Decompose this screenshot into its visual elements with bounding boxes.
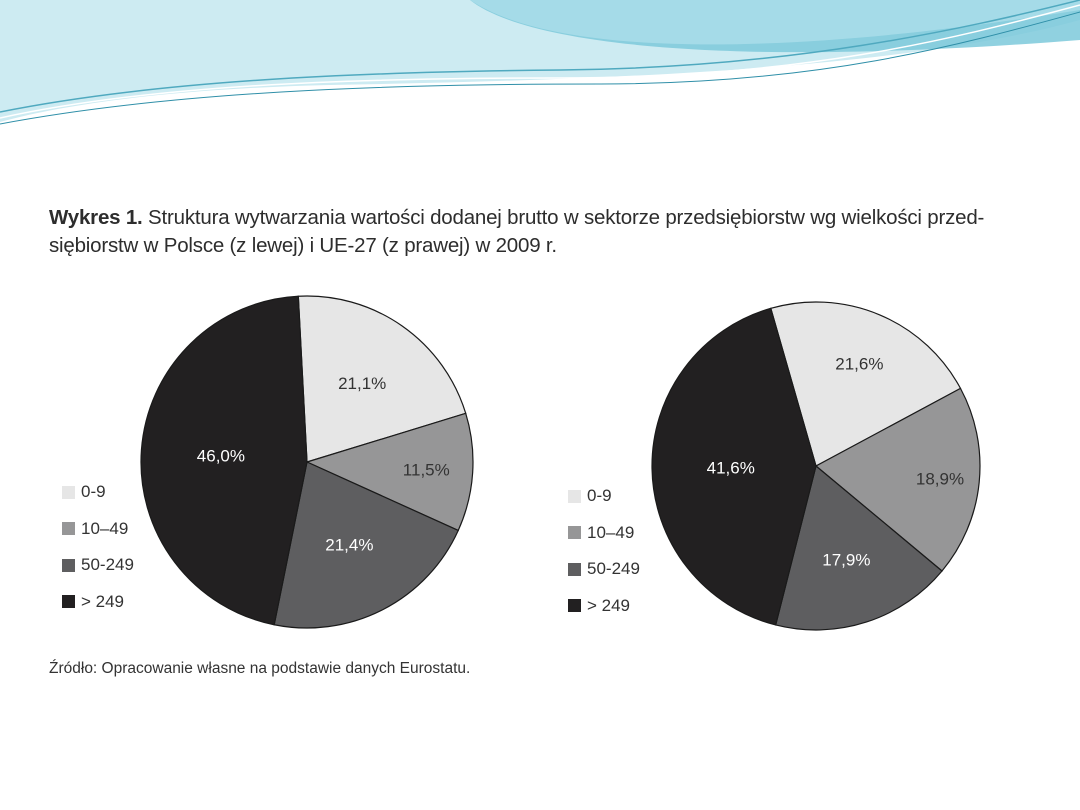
legend-item: 0-9	[568, 478, 640, 515]
pie-poland: 21,1% 11,5% 21,4% 46,0%	[140, 295, 474, 629]
pie-slice-10-49	[814, 387, 981, 572]
pie-slice-10-49	[305, 412, 474, 532]
legend-swatch	[62, 522, 75, 536]
slide-header-wave-decoration	[0, 0, 1080, 125]
pie-slice-50-249	[774, 464, 943, 631]
legend-label: 0-9	[587, 486, 612, 506]
pie-slice-249	[140, 295, 308, 626]
pie-slice-0-9	[770, 301, 962, 467]
legend-label: 0-9	[81, 482, 106, 502]
legend-label: 50-249	[81, 555, 134, 575]
legend-item: 50-249	[568, 551, 640, 588]
legend-item: 50-249	[62, 547, 134, 584]
data-label: 21,4%	[325, 536, 373, 555]
legend-swatch	[62, 558, 75, 572]
legend-swatch	[568, 599, 581, 613]
legend-item: > 249	[568, 588, 640, 625]
chart-title-text: Struktura wytwarzania wartości dodanej b…	[49, 206, 985, 257]
data-label: 11,5%	[403, 461, 450, 480]
chart-title: Wykres 1. Struktura wytwarzania wartości…	[49, 204, 1039, 260]
chart-title-bold: Wykres 1.	[49, 206, 143, 229]
legend-item: 10–49	[62, 511, 134, 548]
wave-band-top	[0, 0, 1080, 45]
chart-panel: Wykres 1. Struktura wytwarzania wartości…	[40, 190, 1056, 690]
data-label: 41,6%	[707, 458, 755, 477]
legend-item: 0-9	[62, 474, 134, 511]
legend-left: 0-9 10–49 50-249 > 249	[62, 474, 134, 620]
legend-swatch	[568, 489, 581, 503]
legend-swatch	[568, 526, 581, 540]
pie-slice-249	[651, 307, 817, 626]
data-label: 21,6%	[835, 354, 883, 373]
legend-swatch	[62, 595, 75, 609]
pie-eu27: 21,6% 18,9% 17,9% 41,6%	[651, 301, 981, 631]
legend-item: 10–49	[568, 515, 640, 552]
data-label: 21,1%	[338, 374, 386, 393]
source-note: Źródło: Opracowanie własne na podstawie …	[49, 660, 471, 677]
wave-line-3	[0, 11, 1080, 125]
legend-label: > 249	[587, 595, 631, 615]
pie-slice-0-9	[297, 295, 467, 463]
legend-label: > 249	[81, 591, 125, 611]
wave-line-2	[0, 0, 1080, 113]
legend-label: 50-249	[587, 559, 640, 579]
legend-label: 10–49	[81, 518, 129, 538]
legend-swatch	[568, 562, 581, 576]
data-label: 17,9%	[822, 551, 870, 570]
data-label: 46,0%	[197, 447, 245, 466]
legend-right: 0-9 10–49 50-249 > 249	[568, 478, 640, 624]
legend-item: > 249	[62, 584, 134, 621]
data-label: 18,9%	[916, 470, 964, 489]
legend-swatch	[62, 485, 75, 499]
pie-charts: 21,1% 11,5% 21,4% 46,0% 21,6% 18,9% 17,9% 41,6%	[140, 295, 981, 631]
pie-slice-50-249	[273, 461, 460, 629]
wave-line-1	[0, 4, 1080, 119]
legend-label: 10–49	[587, 522, 635, 542]
